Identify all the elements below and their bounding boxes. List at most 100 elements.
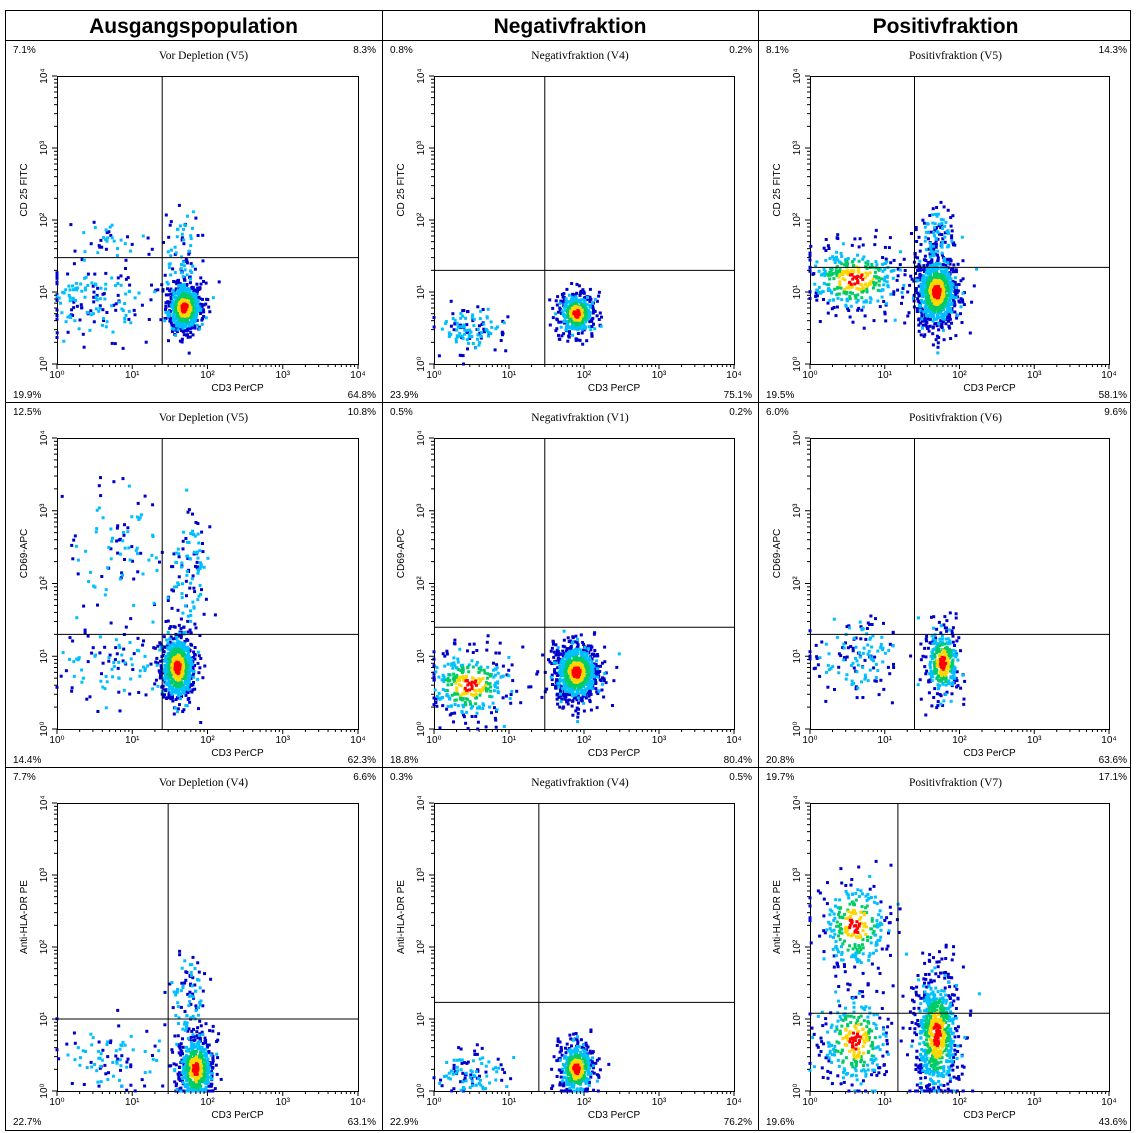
event-dot (74, 286, 78, 290)
event-dot (933, 228, 937, 232)
event-dot (142, 665, 145, 669)
event-dot (450, 712, 454, 716)
event-dot (554, 299, 558, 303)
event-dot (877, 283, 881, 287)
event-dot (944, 305, 948, 309)
event-dot (954, 286, 958, 289)
event-dot (861, 243, 865, 247)
event-dot (171, 670, 175, 674)
x-tick-label: 10³ (276, 370, 291, 381)
x-tick-label: 10³ (276, 735, 291, 746)
event-dot (559, 299, 563, 303)
event-dot (924, 310, 928, 314)
event-dot (117, 676, 121, 680)
event-dot (836, 233, 840, 237)
event-dot (448, 334, 451, 337)
event-dot (117, 660, 121, 664)
event-dot (953, 310, 957, 314)
event-dot (563, 645, 567, 649)
event-dot (935, 317, 938, 321)
event-dot (893, 318, 897, 322)
event-dot (83, 276, 87, 280)
event-dot (72, 538, 76, 542)
event-dot (851, 277, 855, 281)
event-dot (949, 337, 953, 340)
event-dot (488, 705, 491, 709)
event-dot (860, 283, 864, 287)
event-dot (169, 691, 173, 694)
event-dot (118, 646, 122, 650)
event-dot (173, 271, 177, 274)
event-dot (554, 329, 558, 333)
event-dot (486, 634, 490, 638)
event-dot (104, 588, 108, 592)
event-dot (835, 265, 839, 269)
event-dot (188, 281, 192, 285)
event-dot (916, 278, 920, 282)
event-dot (946, 289, 950, 293)
event-dot (876, 288, 880, 292)
event-dot (189, 657, 193, 661)
event-dot (433, 688, 437, 692)
event-dot (493, 716, 497, 720)
event-dot (854, 275, 858, 279)
event-dot (930, 307, 933, 311)
event-dot (96, 710, 100, 713)
event-dot (175, 638, 179, 642)
event-dot (931, 296, 935, 300)
event-dot (199, 312, 203, 315)
event-dot (873, 235, 877, 239)
event-dot (75, 288, 79, 292)
event-dot (921, 218, 925, 222)
event-dot (572, 653, 576, 656)
event-dot (560, 292, 564, 296)
event-dot (559, 694, 563, 698)
event-dot (939, 319, 943, 323)
event-dot (202, 565, 206, 569)
event-dot (578, 326, 582, 330)
event-dot (81, 332, 85, 336)
event-dot (68, 314, 72, 318)
event-dot (824, 258, 828, 262)
event-dot (173, 675, 177, 679)
event-dot (599, 324, 603, 328)
event-dot (557, 653, 561, 657)
event-dot (579, 651, 583, 654)
event-dot (581, 342, 585, 346)
event-dot (177, 281, 181, 285)
event-dot (169, 273, 173, 277)
event-dot (166, 596, 170, 600)
event-dot (836, 292, 840, 296)
event-dot (589, 648, 593, 652)
event-dot (892, 290, 896, 294)
event-dot (169, 625, 173, 629)
event-dot (975, 267, 979, 271)
event-dot (130, 242, 134, 246)
event-dot (564, 649, 568, 653)
event-dot (941, 306, 945, 310)
event-dot (575, 698, 579, 702)
event-dot (175, 297, 179, 301)
event-dot (940, 277, 944, 281)
event-dot (195, 323, 199, 327)
event-dot (185, 594, 188, 598)
event-dot (496, 671, 500, 675)
event-dot (163, 693, 166, 697)
event-dot (197, 541, 201, 545)
event-dot (164, 655, 168, 659)
event-dot (166, 677, 170, 681)
event-dot (156, 661, 160, 665)
event-dot (949, 282, 953, 286)
event-dot (170, 323, 174, 327)
event-dot (846, 257, 850, 261)
event-dot (172, 589, 175, 593)
event-dot (114, 646, 118, 650)
event-dot (950, 234, 954, 238)
event-dot (194, 310, 198, 314)
event-dot (123, 523, 126, 527)
event-dot (561, 312, 565, 316)
event-dot (162, 669, 166, 673)
event-dot (126, 235, 129, 239)
event-dot (922, 290, 925, 293)
event-dot (188, 685, 191, 689)
